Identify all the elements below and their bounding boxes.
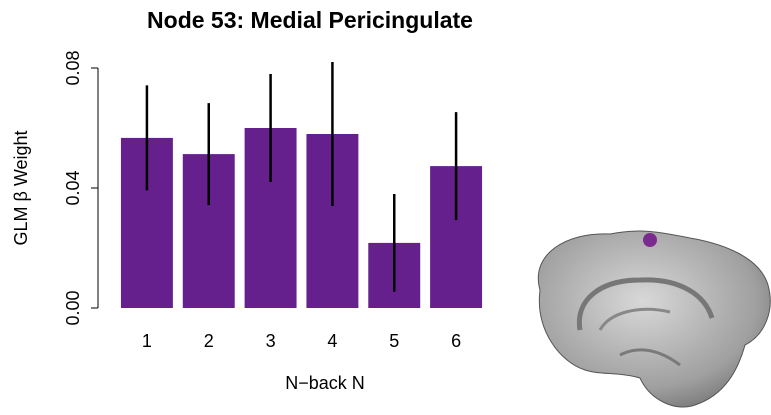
x-tick-label: 4 <box>327 331 337 351</box>
x-tick-label: 1 <box>142 331 152 351</box>
chart: Node 53: Medial Pericingulate N−back N G… <box>0 0 771 415</box>
y-axis-label: GLM β Weight <box>11 130 31 245</box>
chart-title: Node 53: Medial Pericingulate <box>147 7 473 33</box>
y-tick-label: 0.08 <box>63 50 83 85</box>
x-tick-label: 3 <box>266 331 276 351</box>
y-tick-label: 0.00 <box>63 290 83 325</box>
brain-image <box>538 231 770 407</box>
x-tick-label: 5 <box>389 331 399 351</box>
x-axis-label: N−back N <box>285 373 365 393</box>
x-tick-label: 6 <box>451 331 461 351</box>
x-tick-label: 2 <box>204 331 214 351</box>
y-tick-label: 0.04 <box>63 170 83 205</box>
